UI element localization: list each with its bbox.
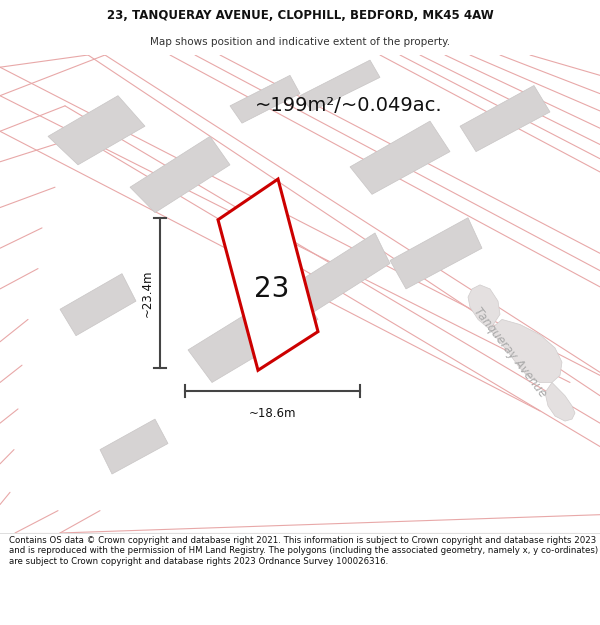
Text: ~199m²/~0.049ac.: ~199m²/~0.049ac. [255, 96, 443, 116]
Text: Tanqueray Avenue: Tanqueray Avenue [471, 304, 549, 399]
Text: ~23.4m: ~23.4m [141, 269, 154, 317]
Polygon shape [230, 76, 300, 123]
Polygon shape [390, 217, 482, 289]
Text: ~18.6m: ~18.6m [249, 407, 296, 420]
Polygon shape [295, 233, 390, 314]
Text: 23, TANQUERAY AVENUE, CLOPHILL, BEDFORD, MK45 4AW: 23, TANQUERAY AVENUE, CLOPHILL, BEDFORD,… [107, 9, 493, 22]
Polygon shape [545, 382, 575, 421]
Polygon shape [60, 274, 136, 336]
Polygon shape [468, 285, 500, 329]
Polygon shape [218, 179, 318, 370]
Text: Contains OS data © Crown copyright and database right 2021. This information is : Contains OS data © Crown copyright and d… [9, 536, 598, 566]
Text: Map shows position and indicative extent of the property.: Map shows position and indicative extent… [150, 37, 450, 47]
Polygon shape [490, 319, 562, 382]
Text: 23: 23 [254, 275, 290, 303]
Polygon shape [460, 86, 550, 152]
Polygon shape [188, 284, 318, 382]
Polygon shape [48, 96, 145, 165]
Polygon shape [130, 136, 230, 212]
Polygon shape [350, 121, 450, 194]
Polygon shape [300, 60, 380, 111]
Polygon shape [100, 419, 168, 474]
